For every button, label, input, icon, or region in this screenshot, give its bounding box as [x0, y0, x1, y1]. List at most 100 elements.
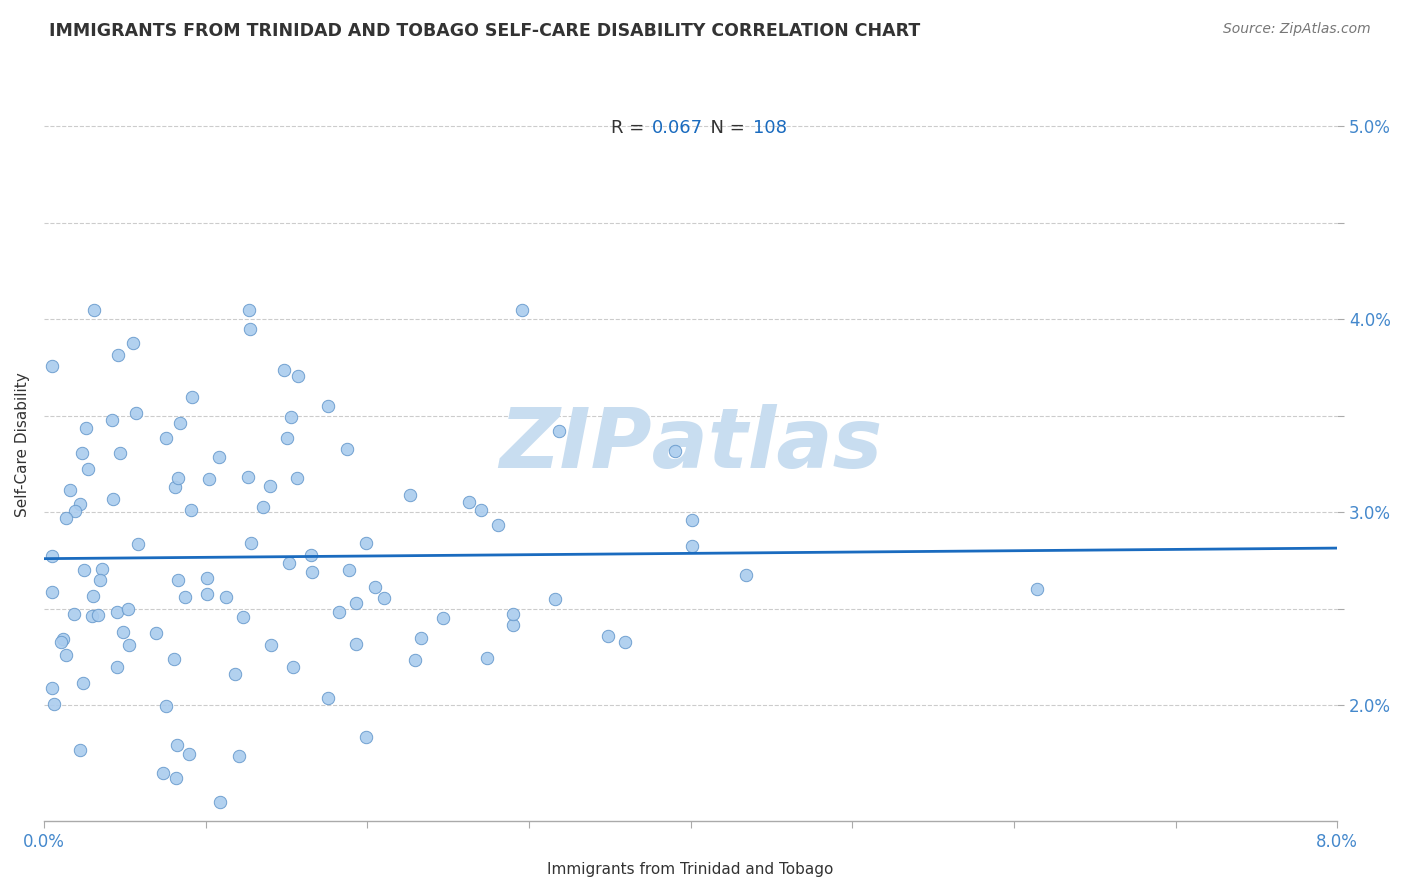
Y-axis label: Self-Care Disability: Self-Care Disability [15, 373, 30, 517]
Point [328, 605, 350, 619]
Point [107, 605, 129, 619]
Point [163, 652, 186, 666]
Point [112, 624, 135, 639]
Point [238, 302, 260, 317]
Point [70, 446, 93, 460]
Point [232, 610, 254, 624]
Point [72, 676, 94, 690]
Point [41, 584, 63, 599]
Text: 108: 108 [754, 119, 787, 136]
Point [510, 302, 533, 317]
Point [344, 637, 367, 651]
Point [180, 503, 202, 517]
Point [155, 699, 177, 714]
Point [169, 416, 191, 430]
Point [65, 503, 87, 517]
Point [240, 536, 263, 550]
Text: 0.067: 0.067 [652, 119, 703, 136]
Point [354, 536, 377, 550]
Point [121, 336, 143, 351]
Point [69, 497, 91, 511]
Point [364, 581, 387, 595]
Point [336, 442, 359, 456]
Point [228, 748, 250, 763]
Point [547, 424, 569, 438]
Text: R =: R = [610, 119, 650, 136]
Point [354, 731, 377, 745]
Point [89, 573, 111, 587]
Point [613, 635, 636, 649]
Point [337, 563, 360, 577]
Point [681, 539, 703, 553]
Point [283, 659, 305, 673]
Point [41, 681, 63, 695]
Point [167, 573, 190, 587]
Point [44, 698, 66, 712]
Point [1025, 582, 1047, 596]
Point [373, 591, 395, 606]
Point [180, 390, 202, 404]
Point [252, 500, 274, 515]
Point [41, 359, 63, 373]
Text: ZIP​atlas: ZIP​atlas [499, 404, 882, 485]
Point [173, 590, 195, 604]
X-axis label: Immigrants from Trinidad and Tobago: Immigrants from Trinidad and Tobago [547, 862, 834, 877]
Point [125, 406, 148, 420]
Point [82, 589, 104, 603]
Point [117, 601, 139, 615]
Point [260, 638, 283, 652]
Point [276, 431, 298, 445]
Point [145, 626, 167, 640]
Point [107, 348, 129, 362]
Point [316, 691, 339, 706]
Point [155, 431, 177, 445]
Point [83, 302, 105, 317]
Point [105, 660, 128, 674]
Point [215, 590, 238, 604]
Point [287, 368, 309, 383]
Point [238, 322, 260, 336]
Point [458, 495, 481, 509]
Point [399, 488, 422, 502]
Point [301, 565, 323, 579]
Point [486, 517, 509, 532]
Point [409, 631, 432, 645]
Point [316, 399, 339, 413]
Point [404, 653, 426, 667]
Text: N =: N = [699, 119, 751, 136]
Point [299, 548, 322, 562]
Point [470, 503, 492, 517]
Point [80, 608, 103, 623]
Point [100, 413, 122, 427]
Point [59, 483, 82, 497]
Point [177, 747, 200, 762]
Point [117, 638, 139, 652]
Point [127, 537, 149, 551]
Point [681, 513, 703, 527]
Point [259, 479, 281, 493]
Point [152, 766, 174, 780]
Point [73, 563, 96, 577]
Point [195, 571, 218, 585]
Point [101, 491, 124, 506]
Point [198, 473, 221, 487]
Point [55, 511, 77, 525]
Point [62, 607, 84, 622]
Point [91, 562, 114, 576]
Text: Source: ZipAtlas.com: Source: ZipAtlas.com [1223, 22, 1371, 37]
Point [110, 446, 132, 460]
Point [52, 632, 75, 646]
Point [208, 450, 231, 464]
Point [544, 592, 567, 607]
Point [55, 648, 77, 663]
Point [51, 635, 73, 649]
Point [165, 479, 187, 493]
Point [166, 470, 188, 484]
Point [735, 568, 758, 582]
Point [236, 469, 259, 483]
Point [273, 363, 295, 377]
Point [41, 549, 63, 563]
Point [475, 651, 498, 665]
Text: IMMIGRANTS FROM TRINIDAD AND TOBAGO SELF-CARE DISABILITY CORRELATION CHART: IMMIGRANTS FROM TRINIDAD AND TOBAGO SELF… [49, 22, 921, 40]
Point [166, 771, 188, 785]
